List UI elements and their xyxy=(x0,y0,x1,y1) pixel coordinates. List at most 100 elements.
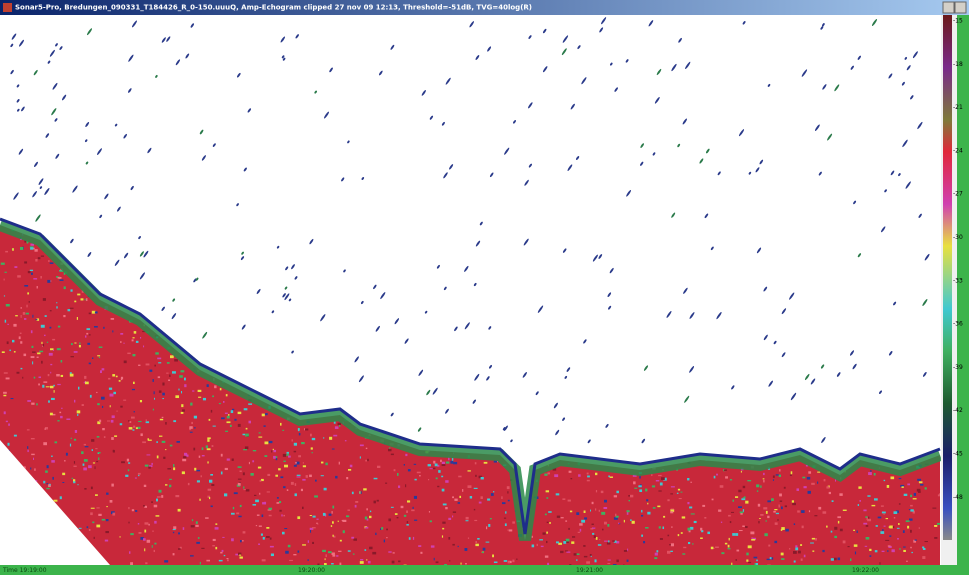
speckle xyxy=(690,513,695,515)
fish-trace xyxy=(143,250,149,258)
speckle xyxy=(863,522,868,525)
speckle xyxy=(82,463,85,466)
speckle xyxy=(467,485,472,489)
speckle xyxy=(910,494,913,498)
speckle xyxy=(607,524,610,527)
speckle xyxy=(228,414,230,416)
speckle xyxy=(339,539,342,542)
speckle xyxy=(910,529,912,533)
fish-trace xyxy=(685,61,691,70)
fish-trace xyxy=(394,318,400,325)
fish-trace xyxy=(614,87,618,92)
speckle xyxy=(763,479,765,483)
speckle xyxy=(742,497,746,499)
speckle xyxy=(800,544,803,546)
speckle xyxy=(298,455,302,458)
speckle xyxy=(454,498,458,501)
speckle xyxy=(163,456,166,459)
speckle xyxy=(910,509,914,512)
speckle xyxy=(282,453,287,457)
speckle xyxy=(334,426,339,429)
speckle xyxy=(854,551,857,555)
speckle xyxy=(351,491,354,495)
speckle xyxy=(462,489,464,492)
speckle xyxy=(850,558,852,562)
fish-trace xyxy=(566,367,571,372)
speckle xyxy=(187,482,190,486)
speckle xyxy=(856,530,858,534)
speckle xyxy=(544,473,548,476)
speckle xyxy=(120,341,122,343)
speckle xyxy=(781,506,783,510)
speckle xyxy=(375,532,377,536)
fish-trace xyxy=(445,77,451,85)
speckle xyxy=(460,562,462,565)
speckle xyxy=(36,318,40,321)
speckle xyxy=(865,537,870,540)
speckle xyxy=(507,529,510,531)
maximize-button[interactable] xyxy=(954,1,967,14)
speckle xyxy=(106,506,108,508)
speckle xyxy=(778,504,780,508)
speckle xyxy=(316,518,319,520)
speckle xyxy=(52,413,56,416)
speckle xyxy=(594,559,597,563)
speckle xyxy=(435,561,439,564)
speckle xyxy=(226,558,229,560)
speckle xyxy=(576,553,580,556)
speckle xyxy=(869,555,872,557)
fish-trace xyxy=(704,213,709,219)
speckle xyxy=(109,405,111,408)
fish-trace xyxy=(522,372,527,378)
speckle xyxy=(793,560,796,563)
fish-trace xyxy=(97,148,102,155)
speckle xyxy=(220,471,223,475)
speckle xyxy=(482,547,486,551)
speckle xyxy=(755,563,759,565)
fish-trace xyxy=(640,143,645,148)
minimize-button[interactable] xyxy=(942,1,955,14)
speckle xyxy=(631,520,635,524)
speckle xyxy=(268,514,272,517)
speckle xyxy=(22,312,26,315)
speckle xyxy=(909,518,913,521)
speckle xyxy=(583,545,586,547)
speckle xyxy=(7,442,10,446)
speckle xyxy=(803,554,806,558)
speckle xyxy=(639,489,643,493)
speckle xyxy=(70,356,74,358)
speckle xyxy=(713,475,716,479)
speckle xyxy=(889,535,892,537)
speckle xyxy=(643,541,646,544)
speckle xyxy=(474,462,477,465)
speckle xyxy=(901,486,904,488)
speckle xyxy=(441,535,444,538)
speckle xyxy=(211,445,214,447)
speckle xyxy=(414,519,418,521)
speckle xyxy=(270,553,275,557)
speckle xyxy=(74,300,77,303)
speckle xyxy=(56,276,59,278)
speckle xyxy=(88,465,92,469)
speckle xyxy=(762,478,765,480)
speckle xyxy=(167,468,172,470)
speckle xyxy=(69,373,74,377)
speckle xyxy=(116,410,118,412)
speckle xyxy=(604,499,607,503)
fish-trace xyxy=(55,43,58,47)
speckle xyxy=(248,420,252,424)
speckle xyxy=(309,515,312,517)
speckle xyxy=(670,493,674,495)
speckle xyxy=(40,324,45,328)
speckle xyxy=(145,562,148,565)
speckle xyxy=(879,562,881,565)
speckle xyxy=(874,498,878,501)
speckle xyxy=(771,498,774,502)
speckle xyxy=(680,491,683,493)
speckle xyxy=(573,553,577,556)
speckle xyxy=(41,341,43,345)
speckle xyxy=(91,449,94,452)
speckle xyxy=(369,515,372,519)
fish-trace xyxy=(486,376,490,381)
speckle xyxy=(267,473,271,477)
